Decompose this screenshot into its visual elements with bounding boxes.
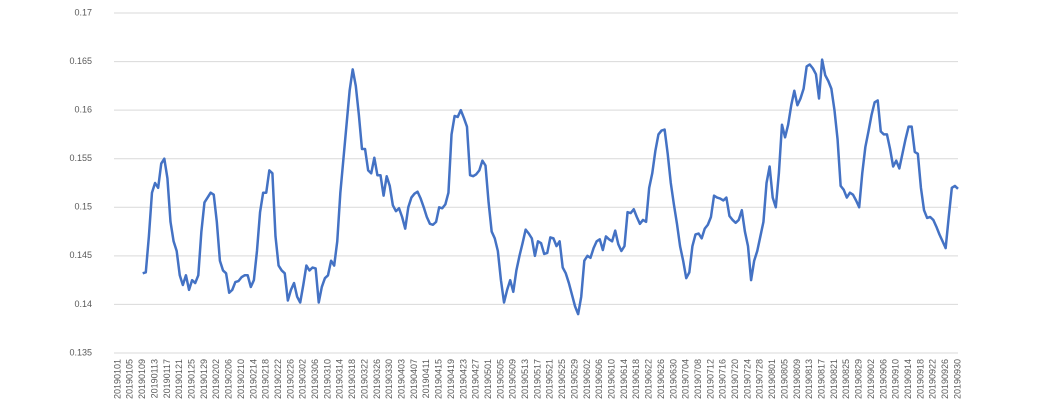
x-tick-label: 20190805 [779, 359, 789, 399]
x-tick-label: 20190618 [631, 359, 641, 399]
x-tick-label: 20190517 [532, 359, 542, 399]
x-tick-label: 20190206 [224, 359, 234, 399]
x-tick-label: 20190602 [582, 359, 592, 399]
line-series [142, 58, 959, 316]
x-tick-label: 20190214 [248, 359, 258, 399]
x-tick-label: 20190330 [384, 359, 394, 399]
x-tick-label: 20190302 [298, 359, 308, 399]
y-tick-label: 0.145 [69, 250, 92, 260]
x-tick-label: 20190926 [940, 359, 950, 399]
x-tick-label: 20190113 [149, 359, 159, 398]
x-tick-label: 20190226 [285, 359, 295, 399]
x-tick-label: 20190918 [915, 359, 925, 399]
y-tick-label: 0.17 [74, 7, 92, 17]
x-tick-label: 20190306 [310, 359, 320, 399]
x-tick-label: 20190930 [952, 359, 962, 399]
x-tick-label: 20190704 [681, 359, 691, 399]
x-tick-label: 20190218 [261, 359, 271, 399]
x-tick-label: 20190606 [594, 359, 604, 399]
x-tick-label: 20190716 [718, 359, 728, 399]
x-tick-label: 20190529 [569, 359, 579, 399]
x-tick-label: 20190809 [792, 359, 802, 399]
x-tick-label: 20190509 [508, 359, 518, 399]
x-tick-label: 20190902 [866, 359, 876, 399]
x-tick-label: 20190614 [619, 359, 629, 399]
x-tick-label: 20190117 [162, 359, 172, 398]
x-tick-label: 20190622 [644, 359, 654, 399]
x-tick-label: 20190109 [137, 359, 147, 399]
x-tick-label: 20190310 [322, 359, 332, 399]
x-tick-label: 20190910 [891, 359, 901, 399]
x-tick-label: 20190101 [112, 359, 122, 399]
x-tick-label: 20190922 [928, 359, 938, 399]
x-tick-label: 20190906 [878, 359, 888, 399]
x-tick-label: 20190821 [829, 359, 839, 399]
y-tick-label: 0.15 [74, 202, 92, 212]
x-tick-label: 20190825 [841, 359, 851, 399]
x-tick-label: 20190125 [186, 359, 196, 399]
x-tick-label: 20190322 [359, 359, 369, 399]
x-tick-label: 20190222 [273, 359, 283, 399]
x-tick-label: 20190427 [471, 359, 481, 399]
x-tick-label: 20190829 [854, 359, 864, 399]
x-tick-label: 20190610 [606, 359, 616, 399]
x-tick-label: 20190129 [199, 359, 209, 399]
x-tick-label: 20190415 [434, 359, 444, 399]
x-tick-label: 20190626 [656, 359, 666, 399]
y-tick-label: 0.16 [74, 105, 92, 115]
x-tick-label: 20190505 [495, 359, 505, 399]
y-tick-label: 0.165 [69, 56, 92, 66]
x-tick-label: 20190121 [174, 359, 184, 399]
x-tick-label: 20190419 [446, 359, 456, 399]
x-tick-label: 20190423 [458, 359, 468, 399]
y-tick-label: 0.135 [69, 347, 92, 357]
x-tick-label: 20190720 [730, 359, 740, 399]
x-tick-label: 20190801 [767, 359, 777, 399]
x-tick-label: 20190210 [236, 359, 246, 399]
x-tick-label: 20190407 [409, 359, 419, 399]
x-tick-label: 20190521 [545, 359, 555, 399]
x-tick-label: 20190724 [742, 359, 752, 399]
x-tick-label: 20190708 [693, 359, 703, 399]
x-tick-label: 20190403 [396, 359, 406, 399]
x-tick-label: 20190712 [705, 359, 715, 399]
x-tick-label: 20190411 [421, 359, 431, 398]
y-tick-label: 0.155 [69, 153, 92, 163]
x-tick-label: 20190914 [903, 359, 913, 399]
x-tick-label: 20190513 [520, 359, 530, 399]
x-tick-label: 20190817 [816, 359, 826, 399]
x-tick-label: 20190630 [668, 359, 678, 399]
y-tick-label: 0.14 [74, 299, 92, 309]
x-tick-label: 20190813 [804, 359, 814, 399]
x-tick-label: 20190326 [372, 359, 382, 399]
x-tick-label: 20190728 [755, 359, 765, 399]
x-tick-label: 20190318 [347, 359, 357, 399]
x-tick-label: 20190202 [211, 359, 221, 399]
x-tick-label: 20190314 [335, 359, 345, 399]
x-tick-label: 20190105 [125, 359, 135, 399]
x-tick-label: 20190501 [483, 359, 493, 399]
x-tick-label: 20190525 [557, 359, 567, 399]
